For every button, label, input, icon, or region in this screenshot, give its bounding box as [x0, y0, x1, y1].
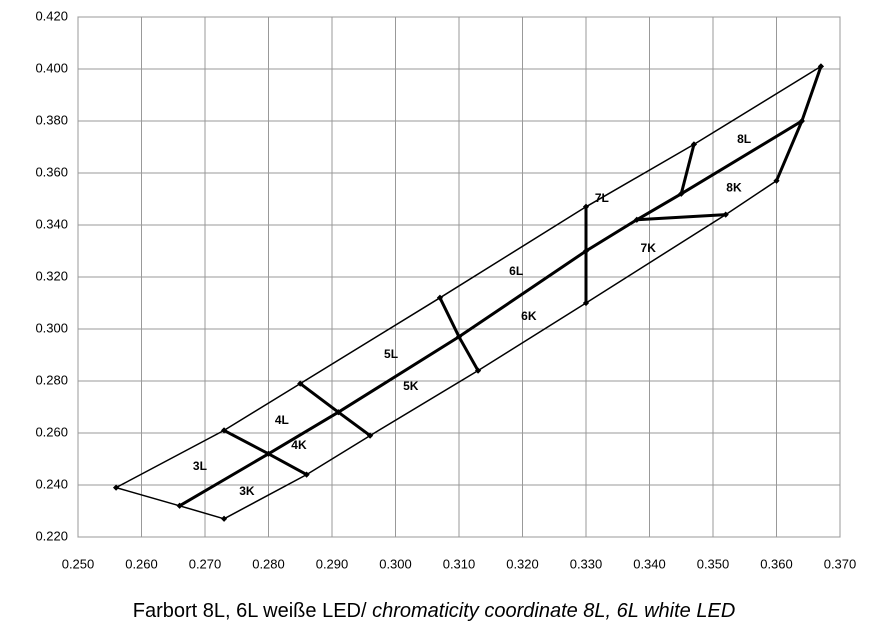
region-label: 3L: [193, 459, 207, 473]
region-label: 4L: [275, 413, 289, 427]
x-tick-label: 0.280: [252, 556, 285, 571]
series-line: [636, 213, 726, 222]
point-marker: [475, 367, 482, 374]
region-label: 7K: [641, 241, 657, 255]
point-marker: [722, 211, 729, 218]
x-tick-label: 0.250: [62, 556, 95, 571]
y-tick-label: 0.400: [35, 60, 68, 75]
caption: Farbort 8L, 6L weiße LED/ chromaticity c…: [133, 600, 736, 622]
point-marker: [221, 427, 228, 434]
point-marker: [798, 118, 805, 124]
x-tick-label: 0.310: [443, 556, 476, 571]
y-tick-label: 0.300: [35, 320, 68, 335]
y-tick-label: 0.380: [35, 112, 68, 127]
point-marker: [176, 502, 183, 509]
point-marker: [456, 333, 462, 340]
x-tick-label: 0.360: [760, 556, 793, 571]
x-tick-label: 0.340: [633, 556, 666, 571]
series-line: [178, 119, 803, 508]
x-tick-label: 0.330: [570, 556, 603, 571]
x-tick-label: 0.370: [824, 556, 857, 571]
point-marker: [817, 63, 824, 70]
x-tick-label: 0.270: [189, 556, 222, 571]
region-label: 4K: [291, 438, 307, 452]
point-marker: [583, 248, 589, 254]
point-marker: [113, 484, 120, 491]
caption-italic: chromaticity coordinate 8L, 6L white LED: [372, 600, 735, 622]
region-label: 7L: [595, 191, 609, 205]
point-marker: [303, 471, 310, 478]
x-tick-label: 0.300: [379, 556, 412, 571]
y-tick-label: 0.280: [35, 372, 68, 387]
region-label: 8K: [726, 180, 742, 194]
region-label: 8L: [737, 132, 751, 146]
y-tick-label: 0.340: [35, 216, 68, 231]
point-marker: [678, 190, 685, 197]
x-tick-label: 0.320: [506, 556, 539, 571]
point-marker: [335, 409, 342, 416]
caption-text: Farbort 8L, 6L weiße LED/: [133, 600, 372, 622]
y-tick-label: 0.360: [35, 164, 68, 179]
region-label: 5K: [403, 379, 419, 393]
region-label: 6K: [521, 309, 537, 323]
point-marker: [633, 216, 640, 223]
region-label: 3K: [239, 484, 255, 498]
x-tick-label: 0.350: [697, 556, 730, 571]
y-tick-label: 0.260: [35, 424, 68, 439]
x-tick-label: 0.290: [316, 556, 349, 571]
y-tick-label: 0.240: [35, 476, 68, 491]
point-marker: [265, 450, 272, 457]
x-tick-label: 0.260: [125, 556, 158, 571]
y-tick-label: 0.320: [35, 268, 68, 283]
point-marker: [436, 294, 443, 301]
y-tick-label: 0.420: [35, 8, 68, 23]
point-marker: [583, 300, 589, 306]
point-marker: [367, 432, 374, 439]
region-label: 6L: [509, 264, 523, 278]
point-marker: [221, 515, 228, 522]
y-tick-label: 0.220: [35, 528, 68, 543]
point-marker: [583, 203, 589, 210]
point-marker: [690, 141, 697, 148]
region-label: 5L: [384, 347, 398, 361]
point-marker: [297, 380, 304, 387]
point-marker: [773, 177, 780, 184]
series-line: [679, 144, 696, 195]
